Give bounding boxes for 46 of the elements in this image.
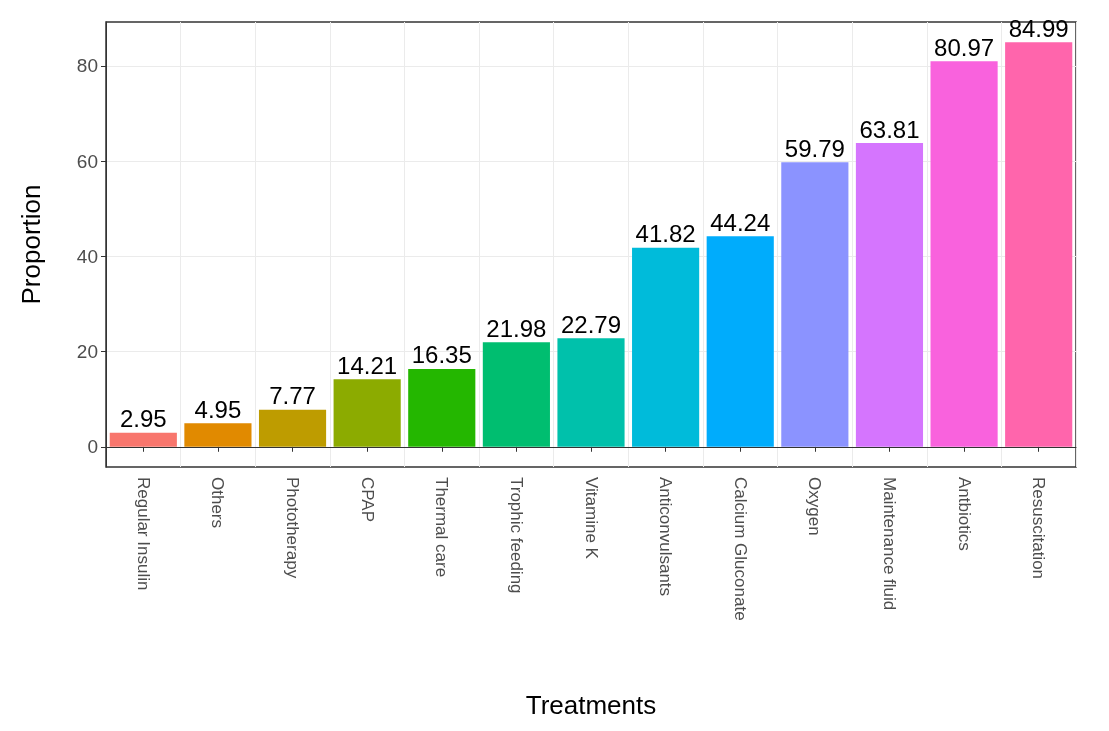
y-tick-label: 20 xyxy=(76,341,98,363)
data-label: 80.97 xyxy=(934,33,995,61)
data-label: 4.95 xyxy=(194,395,242,423)
x-tick-label: Vitamine K xyxy=(581,477,601,560)
bar xyxy=(781,162,849,447)
bar xyxy=(930,61,998,447)
x-tick-label: Oxygen xyxy=(805,477,825,536)
data-label: 41.82 xyxy=(635,220,696,248)
bar xyxy=(557,338,625,447)
bar xyxy=(482,342,550,447)
x-tick-label: Trophic feeding xyxy=(506,477,526,594)
bar xyxy=(632,247,700,447)
data-label: 14.21 xyxy=(337,351,398,379)
bar xyxy=(109,432,177,447)
data-label: 44.24 xyxy=(710,208,771,236)
x-tick-label: Calcium Gluconate xyxy=(730,477,750,621)
x-tick-label: CPAP xyxy=(357,477,377,523)
data-label: 2.95 xyxy=(119,405,167,433)
data-label: 7.77 xyxy=(269,382,316,410)
x-tick-label: Antbiotics xyxy=(954,477,974,551)
y-tick-label: 40 xyxy=(76,245,98,267)
x-tick-label: Regular Insulin xyxy=(133,477,153,591)
bar xyxy=(333,379,401,447)
x-tick-label: Others xyxy=(208,477,228,529)
bar xyxy=(258,409,327,447)
x-tick-label: Anticonvulsants xyxy=(656,477,676,597)
bar xyxy=(184,423,252,447)
x-tick-label: Thermal care xyxy=(432,477,452,578)
y-tick-label: 60 xyxy=(76,150,98,172)
data-label: 84.99 xyxy=(1008,14,1069,42)
data-label: 21.98 xyxy=(486,314,547,342)
data-label: 22.79 xyxy=(560,310,622,338)
x-tick-label: Maintenance fluid xyxy=(879,477,899,611)
bar xyxy=(706,236,774,447)
x-tick-label: Phototherapy xyxy=(283,477,303,579)
bar xyxy=(408,368,476,447)
x-tick-label: Resuscitation xyxy=(1029,477,1049,580)
data-label: 16.35 xyxy=(411,341,472,369)
y-tick-label: 0 xyxy=(87,436,98,458)
data-label: 63.81 xyxy=(859,115,920,143)
y-tick-label: 80 xyxy=(76,55,98,77)
y-axis-title: Proportion xyxy=(16,184,46,305)
data-label: 59.79 xyxy=(784,134,845,162)
bar xyxy=(855,143,924,447)
bar xyxy=(1005,42,1073,447)
x-axis-title: Treatments xyxy=(525,690,657,720)
